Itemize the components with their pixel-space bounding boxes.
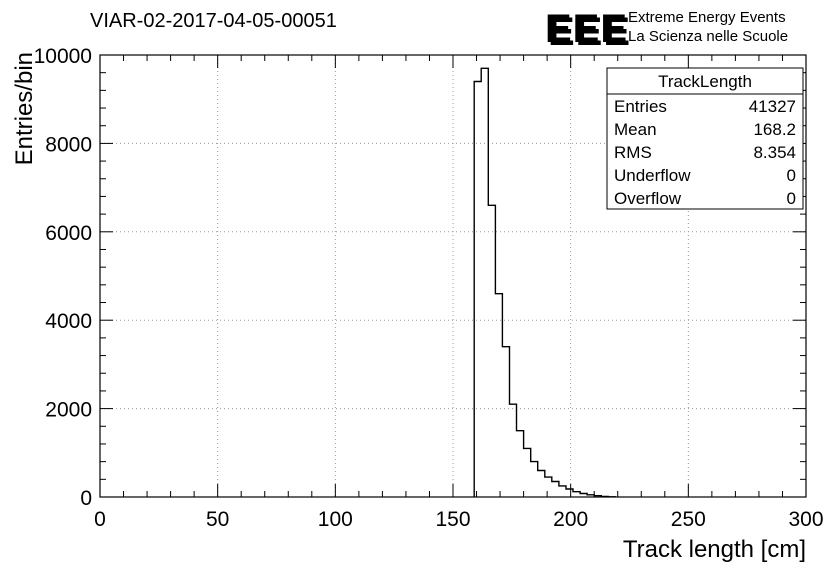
plot-frame: [99, 54, 807, 498]
x-tick-label: 250: [671, 508, 706, 531]
y-tick-label: 0: [80, 487, 92, 510]
eee-logo-shadow: EEE: [548, 10, 631, 54]
stats-overflow-value: 0: [787, 189, 796, 208]
eee-logo: EEE EEE Extreme Energy Events La Scienza…: [545, 7, 788, 54]
stats-entries-label: Entries: [614, 97, 667, 116]
stats-underflow-label: Underflow: [614, 166, 691, 185]
eee-logo-line2: La Scienza nelle Scuole: [628, 28, 788, 45]
stats-overflow-label: Overflow: [614, 189, 682, 208]
stats-box-frame: [606, 67, 804, 210]
y-tick-label: 4000: [45, 310, 92, 333]
x-tick-label: 50: [206, 508, 229, 531]
histogram-line: [473, 67, 617, 498]
stats-rms-label: RMS: [614, 143, 652, 162]
x-tick-label: 100: [318, 508, 353, 531]
y-tick-labels: 0 2000 4000 6000 8000 10000: [34, 45, 92, 510]
x-tick-label: 300: [788, 508, 823, 531]
x-tick-label: 0: [94, 508, 106, 531]
y-axis-title: Entries/bin: [11, 52, 38, 165]
x-tick-label: 150: [435, 508, 470, 531]
y-tick-label: 6000: [45, 222, 92, 245]
stats-mean-label: Mean: [614, 120, 657, 139]
stats-box-title: TrackLength: [658, 72, 752, 91]
stats-mean-value: 168.2: [753, 120, 796, 139]
y-tick-label: 2000: [45, 399, 92, 422]
stats-entries-value: 41327: [749, 97, 796, 116]
stats-rms-value: 8.354: [753, 143, 796, 162]
stats-box: TrackLength Entries 41327 Mean 168.2 RMS…: [606, 67, 804, 210]
x-axis-title: Track length [cm]: [623, 536, 806, 563]
y-tick-label: 8000: [45, 133, 92, 156]
stats-underflow-value: 0: [787, 166, 796, 185]
x-tick-labels: 0 50 100 150 200 250 300: [94, 508, 823, 531]
gridlines: [100, 55, 806, 497]
plot-title: VIAR-02-2017-04-05-00051: [90, 10, 337, 32]
x-tick-label: 200: [553, 508, 588, 531]
eee-logo-line1: Extreme Energy Events: [628, 9, 786, 26]
y-tick-label: 10000: [34, 45, 92, 68]
eee-logo-text: EEE: [545, 7, 628, 51]
